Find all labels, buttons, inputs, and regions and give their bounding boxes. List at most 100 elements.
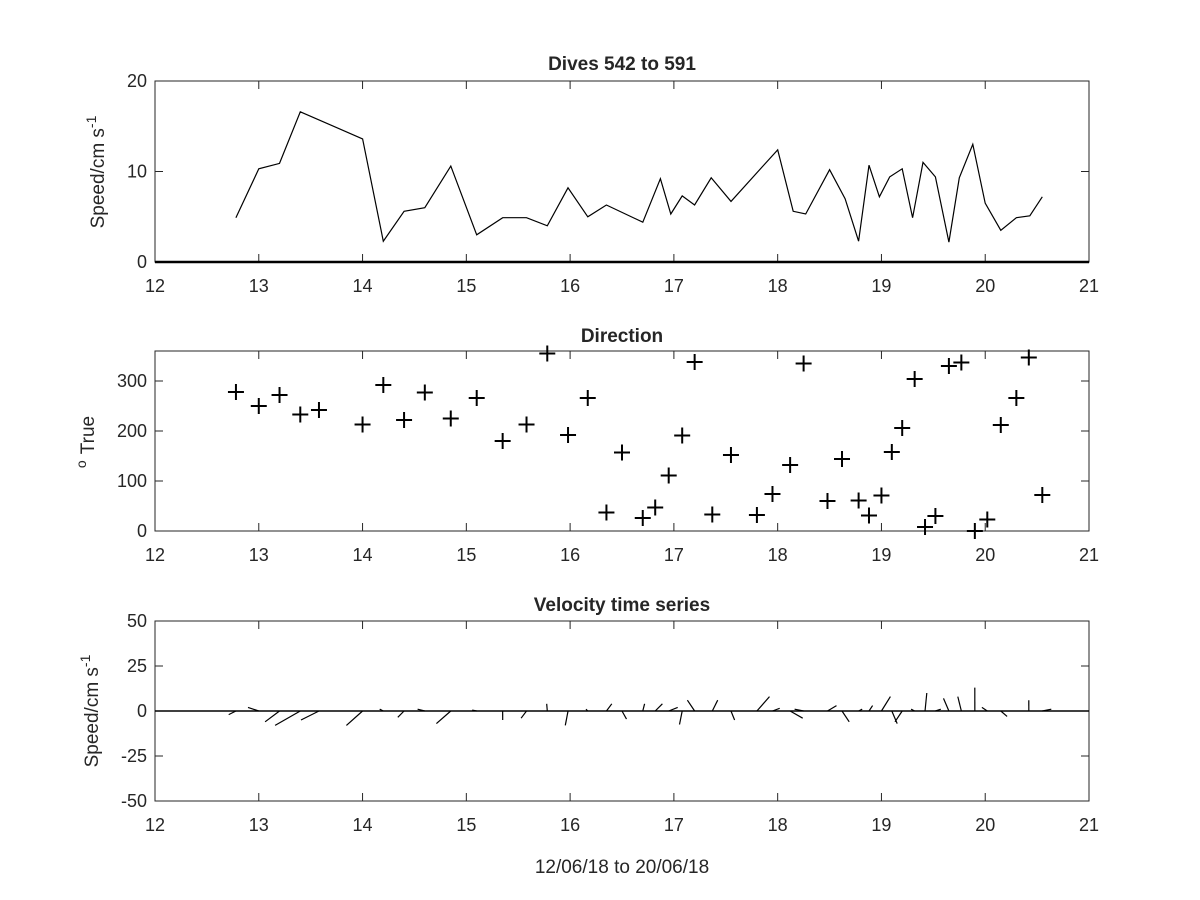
direction-panel: Direction o True 12 13 14 15 16 17 18 19 20 21 0 100… (73, 326, 1099, 565)
velocity-stick (841, 710, 850, 723)
velocity-x-tick-label: 20 (975, 815, 995, 835)
velocity-stick (264, 710, 280, 723)
velocity-stick (730, 710, 736, 721)
direction-point-marker (927, 508, 944, 524)
direction-point-marker (1020, 349, 1037, 366)
direction-point-marker (494, 433, 511, 449)
speed-plot-area: 12 13 14 15 16 17 18 19 20 21 0 10 20 (127, 71, 1099, 296)
direction-point-marker (396, 412, 413, 428)
direction-point-marker (873, 487, 890, 504)
velocity-stick (772, 707, 780, 712)
direction-point-marker (979, 511, 996, 528)
direction-point-marker (917, 519, 934, 535)
velocity-stick (472, 709, 477, 712)
velocity-stick (585, 708, 589, 712)
velocity-x-tick-label: 12 (145, 815, 165, 835)
velocity-x-tick-label: 21 (1079, 815, 1099, 835)
velocity-x-tick-label: 19 (871, 815, 891, 835)
velocity-stick (924, 692, 928, 712)
direction-point-marker (704, 506, 721, 523)
speed-y-tick-label: 0 (137, 252, 147, 272)
direction-point-marker (1008, 390, 1025, 406)
speed-x-tick-label: 15 (456, 276, 476, 296)
direction-point-marker (966, 523, 983, 539)
velocity-stick (957, 696, 962, 712)
velocity-y-tick-label: -25 (121, 746, 147, 766)
velocity-stick (436, 710, 452, 725)
direction-point-marker (850, 492, 867, 509)
velocity-stick (654, 703, 663, 712)
velocity-stick (247, 706, 259, 712)
direction-x-tick-label: 20 (975, 545, 995, 565)
speed-x-tick-label: 19 (871, 276, 891, 296)
velocity-stick (789, 710, 803, 719)
direction-y-axis-label-superscript: o (73, 460, 89, 468)
velocity-stick (520, 710, 528, 719)
direction-point-marker (940, 358, 957, 374)
direction-point-marker (782, 457, 799, 473)
speed-y-axis-label: Speed/cm s-1 (83, 115, 109, 228)
direction-point-marker (539, 345, 556, 362)
direction-point-marker (310, 402, 327, 418)
velocity-x-tick-label: 13 (249, 815, 269, 835)
velocity-stick (910, 708, 915, 712)
direction-x-tick-label: 18 (768, 545, 788, 565)
direction-y-tick-label: 300 (117, 371, 147, 391)
velocity-stick (546, 703, 548, 712)
speed-y-tick-label: 20 (127, 71, 147, 91)
direction-point-marker (634, 510, 651, 526)
velocity-y-axis-label-text: Speed/cm s (82, 667, 103, 767)
direction-point-marker (894, 420, 911, 436)
speed-y-axis-label-superscript: -1 (83, 115, 99, 128)
velocity-stick (642, 703, 646, 712)
velocity-stick (711, 699, 719, 712)
velocity-chart-title: Velocity time series (534, 595, 710, 616)
velocity-stick (564, 710, 569, 726)
speed-x-tick-label: 12 (145, 276, 165, 296)
velocity-stick (397, 710, 405, 718)
velocity-stick (346, 710, 363, 726)
velocity-stick (942, 698, 950, 712)
direction-point-marker (647, 499, 664, 516)
direction-point-marker (442, 410, 459, 427)
velocity-stick (1042, 708, 1052, 712)
velocity-stick (417, 708, 425, 712)
direction-point-marker (660, 467, 677, 484)
velocity-x-tick-label: 17 (664, 815, 684, 835)
direction-point-marker (227, 384, 244, 400)
direction-x-tick-label: 13 (249, 545, 269, 565)
direction-y-tick-label: 0 (137, 521, 147, 541)
velocity-stick (858, 708, 863, 712)
direction-point-marker (674, 427, 691, 444)
direction-y-axis-label: o True (73, 416, 99, 468)
direction-point-marker (271, 387, 288, 403)
velocity-stick (686, 699, 696, 712)
direction-y-axis-label-text: True (78, 416, 99, 454)
direction-x-tick-label: 12 (145, 545, 165, 565)
velocity-x-tick-label: 14 (353, 815, 373, 835)
speed-x-tick-label: 17 (664, 276, 684, 296)
velocity-stick (891, 710, 898, 724)
direction-point-marker (598, 504, 615, 521)
speed-x-tick-label: 21 (1079, 276, 1099, 296)
direction-point-marker (906, 371, 923, 387)
direction-chart-title: Direction (581, 326, 663, 347)
velocity-plot-area: 12 13 14 15 16 17 18 19 20 21 -50 -25 0 25 50 (121, 611, 1099, 835)
speed-y-axis-label-text: Speed/cm s (88, 128, 109, 228)
direction-point-marker (1034, 487, 1051, 503)
speed-x-tick-label: 14 (353, 276, 373, 296)
direction-x-tick-label: 15 (456, 545, 476, 565)
velocity-stick (605, 703, 613, 712)
direction-x-tick-label: 19 (871, 545, 891, 565)
direction-point-marker (953, 354, 970, 371)
velocity-y-axis-label-superscript: -1 (77, 654, 93, 667)
speed-panel: Dives 542 to 591 Speed/cm s-1 12 13 14 15 16… (83, 54, 1099, 296)
velocity-x-tick-label: 15 (456, 815, 476, 835)
direction-point-marker (795, 355, 812, 372)
velocity-stick (1000, 710, 1008, 717)
direction-point-marker (748, 507, 765, 523)
speed-axes-frame (154, 80, 1090, 263)
direction-point-marker (560, 427, 577, 443)
direction-point-marker (686, 354, 703, 370)
